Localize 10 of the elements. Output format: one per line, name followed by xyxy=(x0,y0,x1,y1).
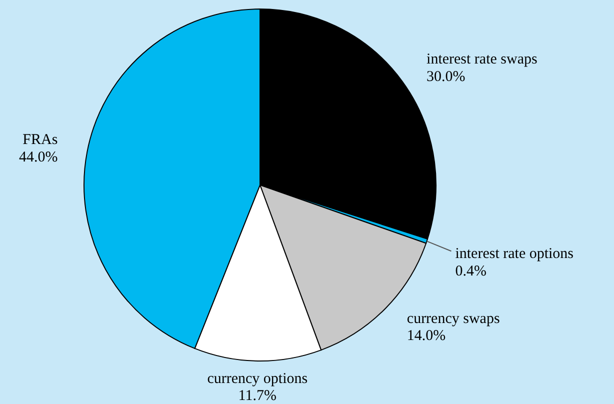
slice-label: currency swaps xyxy=(406,310,500,327)
slice-label: interest rate swaps xyxy=(426,52,538,68)
slice-label: FRAs xyxy=(22,132,58,148)
slice-label: interest rate options xyxy=(455,246,574,262)
data-label: 0.4% xyxy=(455,263,486,280)
slice-label: currency options xyxy=(207,370,308,387)
data-label: 30.0% xyxy=(426,68,466,85)
data-label: 14.0% xyxy=(406,328,446,344)
data-label: 11.7% xyxy=(238,388,277,404)
data-label: 44.0% xyxy=(18,149,58,166)
